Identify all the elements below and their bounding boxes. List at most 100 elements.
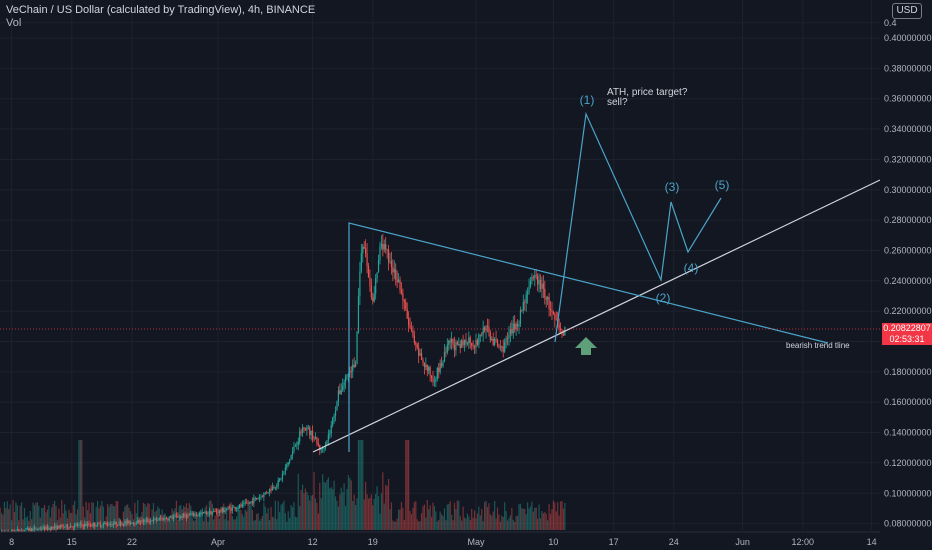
candle-body bbox=[439, 363, 441, 373]
volume-bar bbox=[266, 513, 268, 530]
volume-bar bbox=[71, 512, 73, 530]
candle-body bbox=[49, 527, 51, 530]
volume-bar bbox=[36, 502, 38, 530]
candle-body bbox=[157, 519, 159, 521]
volume-bar bbox=[31, 519, 33, 530]
volume-bar bbox=[267, 508, 269, 530]
grid-lines bbox=[0, 0, 880, 530]
candle-body bbox=[502, 346, 504, 352]
candle-body bbox=[180, 516, 182, 518]
time-tick-label: 10 bbox=[548, 537, 558, 547]
candle-body bbox=[316, 437, 318, 443]
volume-bar bbox=[319, 482, 321, 530]
candle-body bbox=[445, 351, 447, 353]
volume-bar bbox=[160, 515, 162, 530]
candle-body bbox=[508, 334, 510, 339]
volume-bar bbox=[260, 519, 262, 530]
volume-bar bbox=[15, 502, 17, 530]
candle-body bbox=[429, 367, 431, 376]
candle-body bbox=[376, 272, 378, 279]
candle-body bbox=[336, 401, 338, 411]
volume-bar bbox=[203, 521, 205, 530]
candle-body bbox=[175, 515, 178, 517]
candle-body bbox=[227, 507, 229, 510]
volume-bar bbox=[456, 500, 458, 530]
volume-bar bbox=[187, 508, 189, 530]
volume-bar bbox=[97, 501, 99, 530]
volume-bar bbox=[472, 517, 474, 530]
volume-bar bbox=[210, 500, 212, 530]
volume-bar bbox=[562, 508, 565, 530]
candle-body bbox=[491, 338, 493, 341]
volume-bar bbox=[340, 487, 342, 530]
volume-bar bbox=[342, 492, 344, 530]
candle-body bbox=[322, 448, 324, 449]
volume-bar bbox=[230, 502, 232, 530]
candle-body bbox=[330, 425, 332, 434]
volume-bar bbox=[221, 507, 223, 530]
volume-bar bbox=[549, 513, 552, 530]
candle-body bbox=[319, 444, 321, 451]
volume-bar bbox=[8, 509, 10, 530]
candle-body bbox=[284, 467, 286, 472]
candle-body bbox=[261, 496, 264, 498]
candle-body bbox=[412, 330, 414, 336]
time-tick-label: 22 bbox=[127, 537, 137, 547]
volume-bar bbox=[515, 515, 517, 530]
candle-body bbox=[484, 327, 486, 331]
price-tick-label: 0.26000000 bbox=[884, 245, 932, 255]
price-tick-label: 0.32000000 bbox=[884, 154, 932, 164]
candle-body bbox=[489, 332, 491, 341]
candle-body bbox=[51, 526, 53, 530]
candle-body bbox=[21, 530, 23, 533]
volume-bar bbox=[42, 507, 44, 530]
price-axis[interactable]: 0.08000000 0.10000000 0.12000000 0.14000000… bbox=[880, 0, 932, 550]
candle-body bbox=[217, 512, 219, 514]
volume-bar bbox=[423, 504, 425, 530]
volume-bar bbox=[357, 440, 360, 530]
volume-bar bbox=[498, 514, 500, 530]
volume-bar bbox=[279, 512, 281, 530]
volume-bar bbox=[237, 507, 239, 530]
candle-body bbox=[506, 338, 509, 339]
candle-body bbox=[117, 524, 119, 526]
candle-body bbox=[455, 342, 457, 351]
volume-bars bbox=[0, 440, 566, 530]
candle-body bbox=[544, 288, 546, 298]
volume-bar bbox=[72, 504, 74, 530]
volume-bar bbox=[22, 519, 24, 530]
candle-body bbox=[127, 520, 129, 524]
volume-bar bbox=[336, 500, 338, 530]
volume-bar bbox=[95, 506, 97, 530]
candle-body bbox=[516, 323, 519, 327]
volume-bar bbox=[45, 512, 47, 530]
candle-body bbox=[420, 353, 423, 360]
candle-body bbox=[158, 518, 160, 520]
candle-body bbox=[499, 346, 501, 348]
candle-body bbox=[303, 427, 305, 429]
candle-body bbox=[425, 364, 427, 367]
candle-body bbox=[241, 503, 243, 507]
currency-badge[interactable]: USD bbox=[892, 3, 922, 19]
volume-bar bbox=[124, 506, 126, 530]
candle-body bbox=[356, 331, 358, 364]
volume-bar bbox=[466, 513, 468, 530]
time-axis[interactable]: 8 15 22 Apr 12 19 May 10 17 24 Jun 12:00 14 bbox=[0, 531, 880, 550]
candle-body bbox=[363, 246, 365, 249]
volume-bar bbox=[508, 518, 510, 530]
candle-body bbox=[109, 524, 112, 525]
candle-body bbox=[293, 446, 295, 452]
volume-bar bbox=[254, 520, 256, 530]
volume-bar bbox=[429, 505, 431, 530]
candle-body bbox=[552, 311, 554, 315]
volume-bar bbox=[492, 511, 494, 530]
volume-bar bbox=[211, 503, 213, 530]
volume-bar bbox=[81, 440, 83, 530]
candle-body bbox=[221, 508, 223, 512]
volume-bar bbox=[542, 513, 544, 530]
candle-body bbox=[244, 502, 246, 504]
volume-bar bbox=[362, 440, 364, 530]
candle-body bbox=[509, 328, 511, 335]
candle-body bbox=[310, 430, 312, 436]
